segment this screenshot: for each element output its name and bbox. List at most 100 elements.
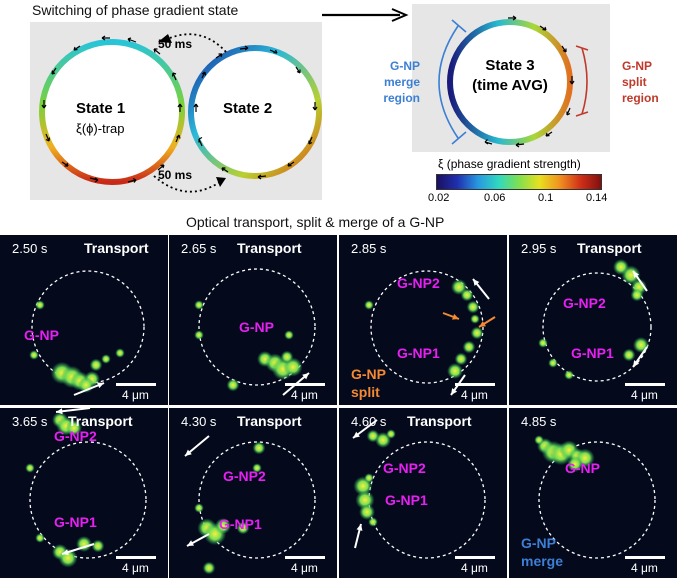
scale-bar-label: 4 μm <box>461 388 488 402</box>
gnp-label: G-NP1 <box>219 516 262 532</box>
image-tile: 2.65 s Transport G-NP 4 μm <box>169 235 337 405</box>
motion-arrow <box>302 373 309 380</box>
gnp-label: G-NP1 <box>571 345 614 361</box>
split-label-line2: split <box>622 75 647 89</box>
scale-bar-label: 4 μm <box>291 388 318 402</box>
scale-bar <box>285 383 325 386</box>
switch-arrow-bottom <box>153 175 221 193</box>
nanoparticle-spot <box>91 539 105 553</box>
motion-arrow <box>56 408 63 415</box>
merge-label-line3: region <box>383 91 420 105</box>
merge-label-line2: merge <box>383 75 420 89</box>
colorbar-tick-4: 0.14 <box>586 192 608 204</box>
gnp-label: G-NP <box>24 327 59 343</box>
gnp-label: G-NP <box>565 460 600 476</box>
gnp-label: G-NP2 <box>383 460 426 476</box>
tile-image <box>25 408 156 568</box>
tile-image <box>364 270 496 396</box>
tile-mode-label: Transport <box>68 413 133 429</box>
event-label-line: split <box>351 384 380 400</box>
scale-bar-label: 4 μm <box>631 561 658 575</box>
tile-time-label: 2.95 s <box>521 241 557 256</box>
nanoparticle-spot <box>538 338 548 348</box>
image-tile: 2.50 s Transport G-NP 4 μm <box>0 235 168 405</box>
trap-ring <box>29 441 147 559</box>
nanoparticle-spot <box>284 330 294 340</box>
time-top-label: 50 ms <box>158 37 193 51</box>
scale-bar-label: 4 μm <box>122 388 149 402</box>
tile-time-label: 3.65 s <box>12 414 48 429</box>
nanoparticle-spot <box>215 518 231 534</box>
tile-mode-label: Transport <box>237 413 302 429</box>
event-label-line: G-NP <box>521 535 556 551</box>
nanoparticle-spot <box>460 288 474 302</box>
state1-label: State 1 <box>76 100 126 117</box>
tile-image <box>29 270 156 396</box>
nanoparticle-spot <box>226 378 240 392</box>
scale-bar <box>455 383 495 386</box>
nanoparticle-spot <box>280 350 294 364</box>
nanoparticle-spot <box>236 521 250 535</box>
split-label: G-NP split <box>351 365 386 401</box>
colorbar-title: ξ (phase gradient strength) <box>438 157 581 171</box>
nanoparticle-spot <box>470 326 484 340</box>
split-region-label: G-NP split region <box>622 58 659 106</box>
nanoparticle-spot <box>534 435 544 445</box>
nanoparticle-spot <box>548 358 558 368</box>
nanoparticle-spot <box>35 533 45 543</box>
scale-bar <box>625 383 665 386</box>
motion-arrow <box>633 271 640 278</box>
nanoparticle-spot <box>364 300 374 310</box>
motion-arrow <box>473 279 480 286</box>
state2-label: State 2 <box>223 100 273 117</box>
gnp-label: G-NP2 <box>223 468 266 484</box>
nanoparticle-spot <box>194 503 204 513</box>
image-tile: 4.30 s Transport G-NP2 G-NP1 4 μm <box>169 408 337 578</box>
trap-ring <box>198 268 316 386</box>
state3-sub-label: (time AVG) <box>472 77 548 94</box>
colorbar <box>436 174 602 190</box>
gnp-label: G-NP <box>239 319 274 335</box>
nanoparticle-spot <box>630 288 644 302</box>
image-tile: 4.85 s G-NP G-NP merge 4 μm <box>509 408 677 578</box>
gnp-label: G-NP2 <box>397 275 440 291</box>
image-tile: 4.60 s Transport G-NP2 G-NP1 4 μm <box>339 408 507 578</box>
split-label-line1: G-NP <box>622 59 652 73</box>
arrow-to-state3 <box>322 8 409 22</box>
motion-arrow <box>185 449 192 456</box>
gnp-label: G-NP1 <box>385 492 428 508</box>
switching-title: Switching of phase gradient state <box>32 2 239 18</box>
nanoparticle-spot <box>101 354 111 364</box>
motion-arrow <box>353 431 360 438</box>
nanoparticle-spot <box>364 473 374 483</box>
scale-bar-label: 4 μm <box>291 561 318 575</box>
nanoparticle-spot <box>194 330 204 340</box>
trap-ring <box>31 270 145 384</box>
scale-bar-label: 4 μm <box>631 388 658 402</box>
motion-arrow <box>452 313 459 320</box>
state1-ring <box>39 39 185 185</box>
nanoparticle-spot <box>115 348 125 358</box>
motion-arrow <box>356 524 363 531</box>
gnp-label: G-NP1 <box>397 345 440 361</box>
gnp-label: G-NP2 <box>54 428 97 444</box>
scale-bar <box>285 556 325 559</box>
trap-ring <box>370 270 484 384</box>
tile-mode-label: Transport <box>84 240 149 256</box>
scale-bar <box>116 383 156 386</box>
nanoparticle-spot <box>386 429 396 439</box>
merge-region-label: G-NP merge region <box>376 58 420 106</box>
merge-label-line1: G-NP <box>390 59 420 73</box>
tile-time-label: 2.50 s <box>12 241 48 256</box>
tile-time-label: 4.60 s <box>351 414 387 429</box>
merge-bracket <box>438 25 459 139</box>
gnp-label: G-NP2 <box>563 295 606 311</box>
nanoparticle-spot <box>622 348 636 362</box>
trap-ring <box>542 272 652 382</box>
nanoparticle-spot <box>194 300 204 310</box>
image-tile: 2.95 s Transport G-NP2 G-NP1 4 μm <box>509 235 677 405</box>
image-tile: 3.65 s Transport G-NP2 G-NP1 4 μm <box>0 408 168 578</box>
motion-arrow <box>479 321 486 327</box>
nanoparticle-spot <box>454 352 468 366</box>
nanoparticle-spot <box>466 300 480 314</box>
